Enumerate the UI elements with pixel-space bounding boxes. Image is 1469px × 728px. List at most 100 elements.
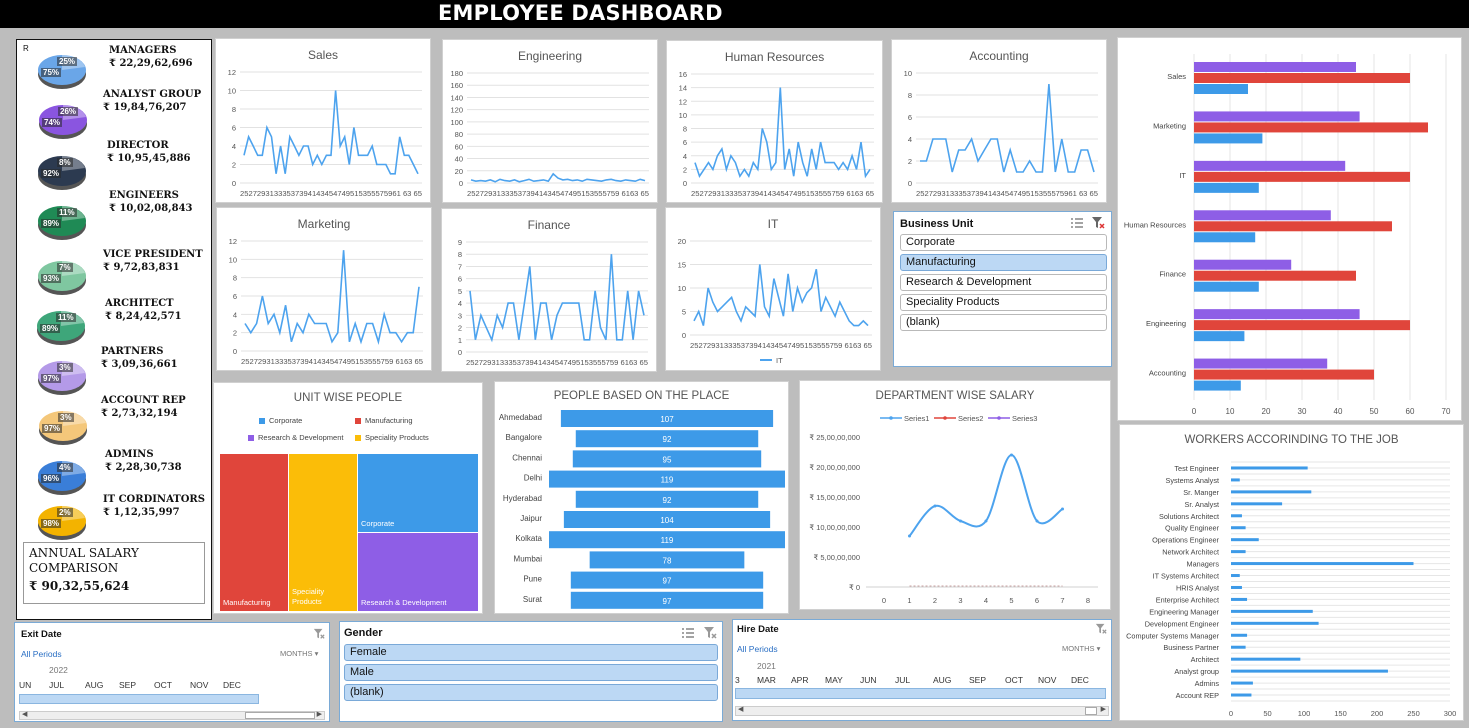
job-bar[interactable] <box>1231 681 1253 685</box>
exit-month-label[interactable]: UN <box>19 680 32 690</box>
job-bar[interactable] <box>1231 526 1246 530</box>
series1-point[interactable] <box>959 519 962 523</box>
hire-month-label[interactable]: OCT <box>1005 675 1023 685</box>
hire-timeline-bar[interactable] <box>735 688 1106 699</box>
treemap-manufacturing[interactable]: Manufacturing <box>220 454 288 611</box>
exit-date-timeline[interactable]: Exit Date All Periods MONTHS ▾ 2022 UN JU… <box>14 622 330 722</box>
clear-filter-icon[interactable] <box>313 628 325 640</box>
place-bar[interactable] <box>575 490 759 508</box>
hire-scrollbar[interactable]: ◀ ▶ <box>735 706 1109 716</box>
dept-bar[interactable] <box>1194 171 1410 182</box>
exit-months-dropdown[interactable]: MONTHS ▾ <box>280 649 318 658</box>
job-bar[interactable] <box>1231 538 1259 542</box>
exit-scrollbar[interactable]: ◀ ▶ <box>19 711 325 720</box>
hire-month-label[interactable]: 3 <box>735 675 740 685</box>
scroll-left-icon[interactable]: ◀ <box>738 706 744 713</box>
scroll-left-icon[interactable]: ◀ <box>22 711 28 718</box>
dept-bar[interactable] <box>1194 73 1410 83</box>
business-unit-option[interactable]: (blank) <box>900 314 1107 331</box>
job-bar[interactable] <box>1231 585 1242 589</box>
dept-bar[interactable] <box>1194 221 1392 232</box>
dept-bar[interactable] <box>1194 111 1360 122</box>
series1-point[interactable] <box>1061 507 1064 511</box>
dept-bar[interactable] <box>1194 259 1292 270</box>
scroll-right-icon[interactable]: ▶ <box>316 711 322 718</box>
job-bar[interactable] <box>1231 502 1283 506</box>
hire-all-periods[interactable]: All Periods <box>737 644 778 654</box>
clear-filter-icon[interactable] <box>1091 216 1105 230</box>
exit-month-label[interactable]: JUL <box>49 680 65 690</box>
job-bar[interactable] <box>1231 550 1246 554</box>
business-unit-option[interactable]: Research & Development <box>900 274 1107 291</box>
exit-month-label[interactable]: SEP <box>119 680 137 690</box>
job-bar[interactable] <box>1231 645 1246 649</box>
job-bar[interactable] <box>1231 633 1248 637</box>
series1-point[interactable] <box>1035 519 1039 523</box>
clear-filter-icon[interactable] <box>1095 623 1107 635</box>
dept-bar[interactable] <box>1194 133 1263 144</box>
dept-bar[interactable] <box>1194 358 1328 369</box>
job-bar[interactable] <box>1231 657 1301 661</box>
dept-bar[interactable] <box>1194 62 1356 72</box>
dept-bar[interactable] <box>1194 232 1256 243</box>
exit-month-label[interactable]: OCT <box>154 680 172 690</box>
hire-month-label[interactable]: JUL <box>895 675 911 685</box>
hire-month-label[interactable]: JUN <box>860 675 877 685</box>
scroll-right-icon[interactable]: ▶ <box>1100 706 1106 713</box>
treemap-rd[interactable]: Research & Development <box>358 533 478 611</box>
multi-select-icon[interactable] <box>1070 217 1084 229</box>
dept-bar[interactable] <box>1194 84 1248 94</box>
exit-month-label[interactable]: NOV <box>190 680 209 690</box>
hire-months-dropdown[interactable]: MONTHS ▾ <box>1062 644 1100 653</box>
place-bar[interactable] <box>563 511 771 528</box>
place-bar[interactable] <box>572 450 762 468</box>
hire-scroll-thumb[interactable] <box>1085 707 1097 715</box>
clear-filter-icon[interactable] <box>703 626 717 640</box>
hire-month-label[interactable]: APR <box>791 675 809 685</box>
place-bar[interactable] <box>560 410 774 427</box>
exit-timeline-bar[interactable] <box>19 694 259 704</box>
dept-bar[interactable] <box>1194 122 1428 133</box>
dept-bar[interactable] <box>1194 320 1410 331</box>
job-bar[interactable] <box>1231 562 1414 566</box>
gender-option[interactable]: Male <box>344 664 718 681</box>
series1-point[interactable] <box>984 519 988 523</box>
hire-date-timeline[interactable]: Hire Date All Periods MONTHS ▾ 2021 3 MAR… <box>732 619 1112 721</box>
business-unit-option[interactable]: Manufacturing <box>900 254 1107 271</box>
place-bar[interactable] <box>589 551 745 569</box>
exit-month-label[interactable]: DEC <box>223 680 241 690</box>
job-bar[interactable] <box>1231 478 1240 482</box>
gender-option[interactable]: (blank) <box>344 684 718 701</box>
place-bar[interactable] <box>570 571 764 589</box>
hire-month-label[interactable]: AUG <box>933 675 952 685</box>
dept-bar[interactable] <box>1194 331 1245 342</box>
job-bar[interactable] <box>1231 669 1388 673</box>
hire-month-label[interactable]: NOV <box>1038 675 1057 685</box>
treemap-speciality[interactable]: Speciality Products <box>289 454 357 611</box>
business-unit-option[interactable]: Corporate <box>900 234 1107 251</box>
dept-bar[interactable] <box>1194 210 1331 221</box>
dept-bar[interactable] <box>1194 281 1259 292</box>
business-unit-option[interactable]: Speciality Products <box>900 294 1107 311</box>
series1-point[interactable] <box>908 534 911 538</box>
treemap-corporate[interactable]: Corporate <box>358 454 478 532</box>
exit-month-label[interactable]: AUG <box>85 680 104 690</box>
place-bar[interactable] <box>570 591 764 609</box>
place-bar[interactable] <box>549 470 785 488</box>
hire-month-label[interactable]: DEC <box>1071 675 1089 685</box>
job-bar[interactable] <box>1231 597 1248 601</box>
dept-bar[interactable] <box>1194 182 1259 193</box>
job-bar[interactable] <box>1231 693 1252 697</box>
gender-slicer[interactable]: Gender Female Male (blank) <box>339 621 723 722</box>
business-unit-slicer[interactable]: Business Unit Corporate Manufacturing Rese… <box>893 211 1112 367</box>
exit-all-periods[interactable]: All Periods <box>21 649 62 659</box>
dept-bar[interactable] <box>1194 369 1374 380</box>
place-bar[interactable] <box>549 531 785 549</box>
place-bar[interactable] <box>575 430 759 448</box>
hire-month-label[interactable]: SEP <box>969 675 987 685</box>
job-bar[interactable] <box>1231 514 1242 518</box>
job-bar[interactable] <box>1231 466 1308 470</box>
hire-month-label[interactable]: MAY <box>825 675 843 685</box>
series1-point[interactable] <box>1010 453 1013 457</box>
dept-bar[interactable] <box>1194 270 1356 281</box>
